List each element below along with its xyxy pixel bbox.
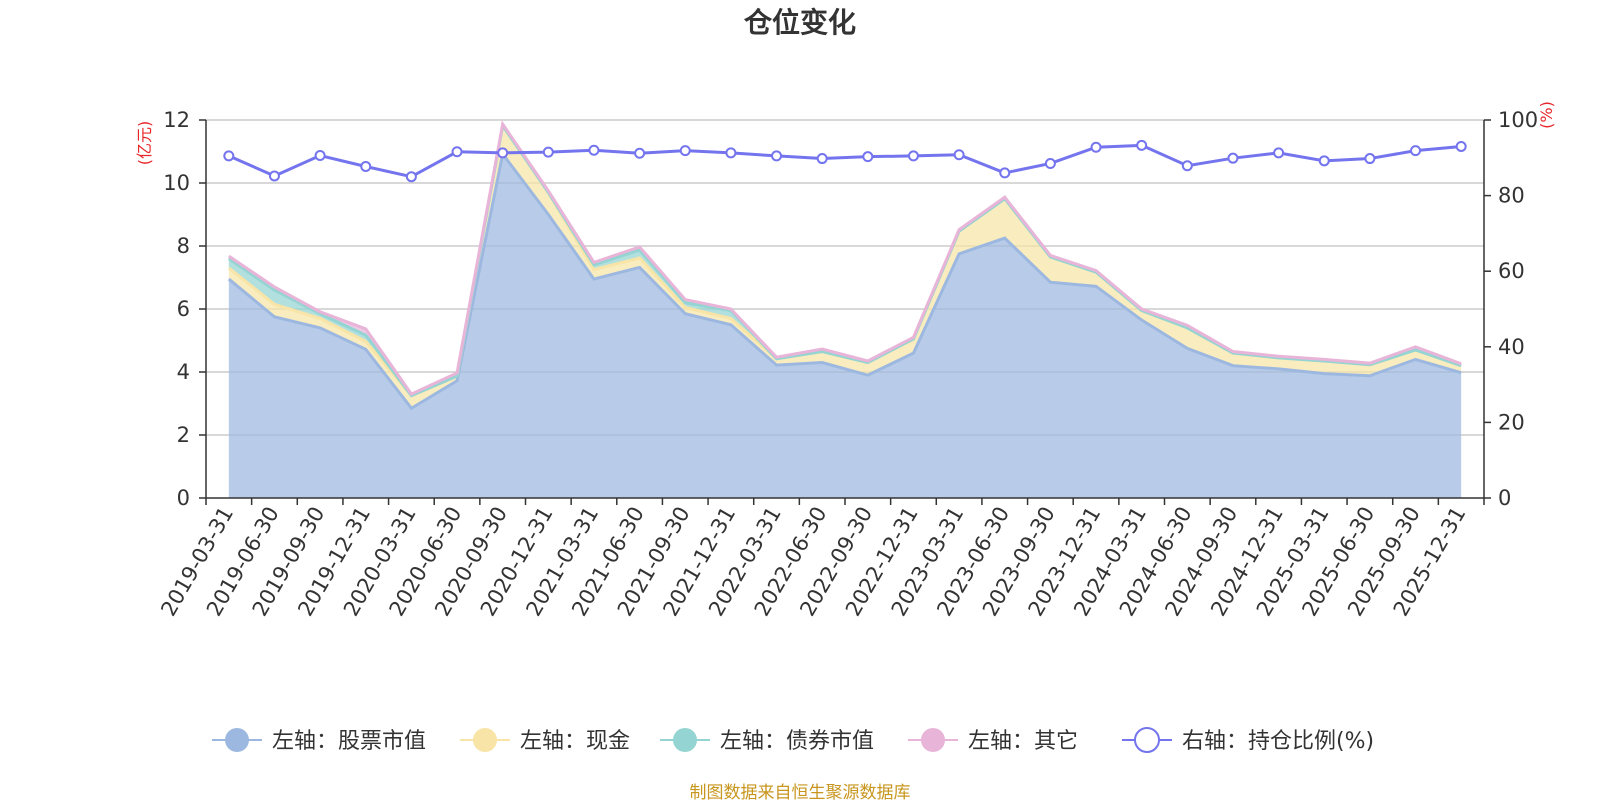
ratio-point [1044,157,1056,169]
ratio-point [1318,155,1330,167]
ratio-point [588,144,600,156]
right-tick-label: 40 [1498,335,1525,359]
ratio-point [862,151,874,163]
ratio-point [771,150,783,162]
ratio-point [360,160,372,172]
ratio-point [1181,160,1193,172]
left-tick-label: 6 [177,297,190,321]
ratio-point [497,147,509,159]
right-tick-label: 0 [1498,486,1511,510]
left-tick-label: 12 [163,108,190,132]
left-tick-label: 10 [163,171,190,195]
line-左轴：其它 [227,120,1462,396]
right-tick-label: 20 [1498,410,1525,434]
ratio-point [314,150,326,162]
right-axis-unit: (%) [1537,101,1556,129]
ratio-point [725,147,737,159]
chart-title: 仓位变化 [744,6,856,39]
ratio-point [999,167,1011,179]
position-ratio-line [223,139,1467,183]
series-lines [227,120,1462,411]
area-左轴：现金 [228,125,1462,409]
ratio-point [451,146,463,158]
left-tick-label: 4 [177,360,190,384]
legend-marker [473,728,497,752]
legend-label: 右轴：持仓比例(%) [1182,729,1374,754]
right-tick-label: 80 [1498,184,1525,208]
legend: 左轴：股票市值 左轴：现金 左轴：债券市值 左轴：其它 右轴：持仓比例(%) [212,727,1374,754]
line-左轴：债券市值 [227,121,1462,398]
left-axis-unit: (亿元) [135,121,154,166]
ratio-point [679,145,691,157]
right-tick-label: 100 [1498,108,1538,132]
right-tick-label: 60 [1498,259,1525,283]
ratio-point [268,170,280,182]
ratio-point [1364,153,1376,165]
ratio-point [1227,152,1239,164]
ratio-point [816,153,828,165]
ratio-point [953,149,965,161]
ratio-point [1410,145,1422,157]
line-左轴：股票市值 [227,150,1462,411]
legend-marker [225,728,249,752]
ratio-point [907,150,919,162]
ratio-point [1273,147,1285,159]
legend-marker [673,728,697,752]
source-note: 制图数据来自恒生聚源数据库 [689,783,911,803]
left-tick-label: 8 [177,234,190,258]
ratio-point [634,147,646,159]
ratio-point [1455,140,1467,152]
legend-marker [921,728,945,752]
ratio-point [1136,139,1148,151]
ratio-point [1090,141,1102,153]
legend-label: 左轴：股票市值 [272,729,426,754]
left-tick-label: 0 [177,486,190,510]
ratio-point [223,150,235,162]
left-tick-label: 2 [177,423,190,447]
legend-label: 左轴：债券市值 [720,729,874,754]
area-左轴：股票市值 [228,154,1462,498]
legend-label: 左轴：现金 [520,729,630,754]
legend-label: 左轴：其它 [968,729,1078,754]
ratio-point [542,146,554,158]
ratio-polyline [228,143,1462,179]
ratio-point [405,171,417,183]
legend-marker [1134,727,1160,753]
stacked-areas [228,124,1462,498]
